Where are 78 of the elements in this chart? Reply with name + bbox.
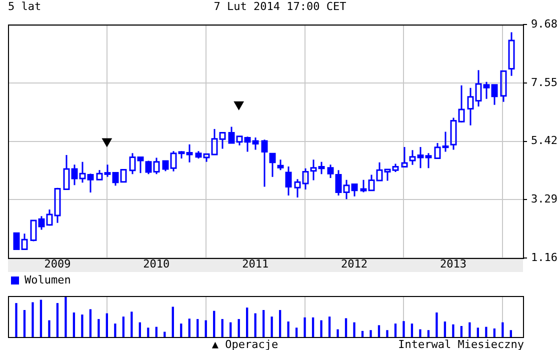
bar (122, 316, 124, 337)
bar (56, 303, 59, 337)
y-tick-label: 9.68 (531, 17, 558, 30)
bar (254, 313, 256, 337)
bar (213, 310, 216, 337)
x-tick-label: 2010 (143, 257, 170, 270)
bar (270, 316, 273, 337)
bar (114, 324, 116, 337)
bar (410, 324, 414, 337)
bar (485, 326, 488, 337)
bar (493, 328, 496, 337)
candlestick (508, 32, 515, 77)
bar (386, 330, 388, 337)
bar (98, 319, 100, 337)
bar (370, 330, 372, 337)
bar (147, 328, 150, 337)
bar (452, 324, 454, 337)
bar (40, 300, 42, 337)
bar (204, 320, 207, 337)
bar (48, 320, 50, 337)
x-tick-label: 2011 (242, 257, 269, 270)
bar (64, 296, 67, 337)
bar (72, 312, 76, 337)
bar (246, 308, 248, 337)
x-tick-label: 2012 (341, 257, 368, 270)
text: Interwal Miesieczny (398, 338, 524, 350)
bar (262, 310, 265, 337)
bar (361, 330, 364, 337)
bar (320, 320, 322, 337)
bar (106, 313, 108, 337)
bar (427, 330, 430, 337)
bar (188, 318, 190, 337)
bar (15, 303, 18, 337)
bar (402, 321, 405, 337)
bar (436, 312, 438, 337)
chart-subtitle: 7 Lut 2014 17:00 CET (214, 0, 346, 13)
bar (155, 326, 158, 337)
bar (221, 319, 224, 337)
x-tick-label: 2013 (440, 257, 466, 270)
bar (295, 328, 298, 337)
bar (419, 329, 422, 337)
chart-title: 5 lat (8, 0, 42, 14)
y-tick-label: 1.16 (531, 250, 558, 264)
bar (172, 306, 174, 337)
bar (230, 322, 232, 337)
bar (130, 312, 133, 337)
bar (344, 318, 348, 337)
bar (138, 322, 141, 337)
bar (180, 324, 182, 337)
bar (312, 317, 314, 337)
bar (328, 316, 331, 337)
bar (378, 325, 380, 337)
bar (81, 314, 84, 337)
y-tick-label: 5.42 (531, 134, 558, 148)
text: ▲ Operacje (212, 338, 278, 350)
bar (32, 302, 34, 337)
bar (89, 309, 92, 337)
bar (336, 329, 339, 337)
bar (304, 317, 306, 337)
candlestick (500, 70, 507, 103)
bar (353, 322, 356, 337)
bar (502, 322, 504, 337)
bar (238, 319, 240, 337)
bar (460, 326, 463, 337)
bar (23, 310, 26, 337)
legend-label: Wolumen (24, 273, 71, 286)
x-tick-label: 2009 (44, 257, 71, 270)
bar (476, 328, 480, 337)
bar (278, 310, 282, 337)
bar (510, 330, 512, 337)
bar (196, 319, 199, 337)
y-tick-label: 7.55 (531, 76, 558, 89)
candlestick (401, 146, 408, 168)
bar (394, 324, 397, 337)
bar (444, 322, 446, 337)
bar (468, 322, 471, 337)
bar (287, 322, 290, 337)
y-tick-label: 3.29 (531, 192, 558, 206)
